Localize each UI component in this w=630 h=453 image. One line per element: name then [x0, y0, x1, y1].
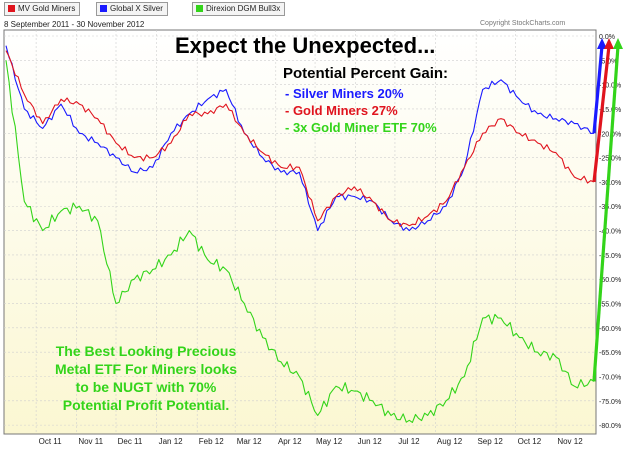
- x-tick-label: Jun 12: [358, 437, 383, 446]
- x-tick-label: Mar 12: [237, 437, 262, 446]
- series-line: [5, 50, 595, 227]
- legend: MV Gold Miners Global X Silver Direxion DG…: [0, 0, 630, 18]
- y-tick-label: -10.0%: [599, 83, 621, 90]
- annotation-3x-gold-miner-etf: - 3x Gold Miner ETF 70%: [285, 120, 437, 135]
- x-tick-label: Apr 12: [278, 437, 302, 446]
- grid-lines: [4, 30, 596, 434]
- date-range: 8 September 2011 - 30 November 2012: [4, 20, 145, 29]
- copyright: Copyright StockCharts.com: [480, 20, 566, 27]
- legend-item: MV Gold Miners: [4, 2, 81, 16]
- projection-arrow-head: [604, 38, 614, 49]
- x-axis: Oct 11 Nov 11 Dec 11 Jan 12 Feb 12 Mar 12 Apr …: [39, 437, 584, 446]
- y-tick-label: -60.0%: [599, 326, 621, 333]
- legend-item: Global X Silver: [96, 2, 168, 16]
- y-tick-label: -50.0%: [599, 277, 621, 284]
- projection-arrow-shaft: [592, 45, 604, 134]
- legend-swatch: [100, 5, 107, 12]
- legend-item: Direxion DGM Bull3x: [192, 2, 286, 16]
- legend-swatch: [8, 5, 15, 12]
- x-tick-label: Dec 11: [118, 437, 143, 446]
- y-tick-label: -15.0%: [599, 107, 621, 114]
- note-line: to be NUGT with 70%: [75, 379, 217, 395]
- projection-arrow-shaft: [592, 45, 620, 382]
- annotation-gold-miners: - Gold Miners 27%: [285, 103, 398, 118]
- x-tick-label: Nov 11: [78, 437, 103, 446]
- projection-arrow-head: [597, 38, 607, 49]
- note-line: Potential Profit Potential.: [62, 397, 230, 413]
- legend-label: Global X Silver: [110, 4, 163, 13]
- x-tick-label: Oct 12: [518, 437, 542, 446]
- x-tick-label: Feb 12: [199, 437, 224, 446]
- y-tick-label: -40.0%: [599, 229, 621, 236]
- y-tick-label: -35.0%: [599, 204, 621, 211]
- y-tick-label: -80.0%: [599, 423, 621, 430]
- commentary-note: The Best Looking Precious Metal ETF For …: [26, 342, 266, 414]
- y-tick-label: 0.0%: [599, 34, 615, 41]
- series-line: [5, 60, 595, 423]
- annotation-heading: Potential Percent Gain:: [283, 65, 449, 82]
- legend-label: Direxion DGM Bull3x: [206, 4, 281, 13]
- series-lines: [5, 45, 595, 423]
- projection-arrow-head: [613, 38, 623, 49]
- x-tick-label: Aug 12: [437, 437, 463, 446]
- x-tick-label: Oct 11: [39, 437, 63, 446]
- x-tick-label: Nov 12: [557, 437, 583, 446]
- headline: Expect the Unexpected...: [175, 33, 436, 58]
- plot-background: [3, 29, 597, 435]
- y-tick-label: -75.0%: [599, 399, 621, 406]
- series-line: [5, 45, 595, 232]
- y-tick-label: -55.0%: [599, 302, 621, 309]
- y-tick-label: -65.0%: [599, 350, 621, 357]
- legend-swatch: [196, 5, 203, 12]
- note-line: Metal ETF For Miners looks: [54, 361, 238, 377]
- x-tick-label: May 12: [316, 437, 343, 446]
- y-tick-label: -45.0%: [599, 253, 621, 260]
- annotation-silver-miners: - Silver Miners 20%: [285, 86, 404, 101]
- y-tick-label: -70.0%: [599, 374, 621, 381]
- y-tick-label: -30.0%: [599, 180, 621, 187]
- legend-label: MV Gold Miners: [18, 4, 76, 13]
- projection-arrows: [592, 38, 623, 382]
- x-tick-label: Jul 12: [398, 437, 420, 446]
- x-tick-label: Jan 12: [159, 437, 184, 446]
- x-tick-label: Sep 12: [477, 437, 503, 446]
- note-line: The Best Looking Precious: [55, 343, 237, 359]
- projection-arrow-shaft: [592, 45, 611, 183]
